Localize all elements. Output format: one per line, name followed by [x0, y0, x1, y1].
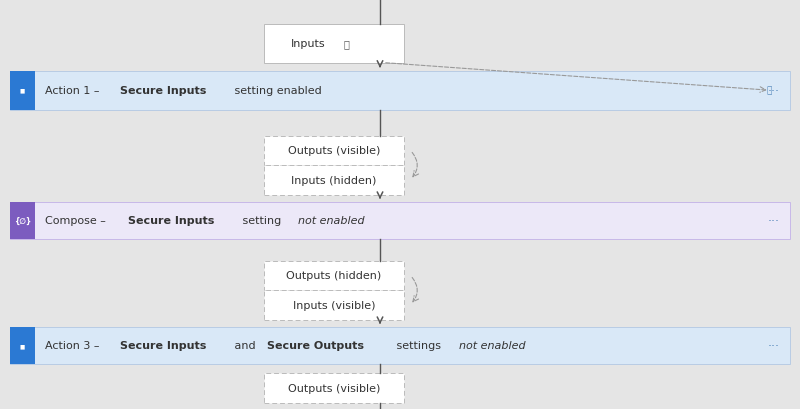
Text: Inputs (hidden): Inputs (hidden)	[291, 175, 377, 185]
Text: Secure Inputs: Secure Inputs	[120, 86, 206, 96]
Text: Compose –: Compose –	[45, 216, 109, 226]
Text: Action 1 –: Action 1 –	[45, 86, 102, 96]
FancyBboxPatch shape	[264, 290, 404, 320]
Text: ■: ■	[20, 343, 25, 348]
Text: and: and	[231, 341, 259, 351]
Text: Outputs (visible): Outputs (visible)	[288, 146, 380, 156]
Text: Inputs: Inputs	[291, 39, 326, 49]
FancyBboxPatch shape	[10, 72, 790, 110]
Text: Secure Outputs: Secure Outputs	[267, 341, 364, 351]
FancyBboxPatch shape	[10, 202, 35, 239]
FancyBboxPatch shape	[264, 166, 404, 195]
Text: settings: settings	[393, 341, 444, 351]
FancyBboxPatch shape	[264, 136, 404, 166]
Text: {∅}: {∅}	[14, 216, 31, 225]
FancyBboxPatch shape	[10, 327, 35, 364]
FancyBboxPatch shape	[264, 373, 404, 403]
FancyBboxPatch shape	[264, 25, 404, 63]
Text: not enabled: not enabled	[459, 341, 526, 351]
Text: setting enabled: setting enabled	[231, 86, 322, 96]
Text: Outputs (hidden): Outputs (hidden)	[286, 271, 382, 281]
FancyBboxPatch shape	[10, 72, 35, 110]
FancyBboxPatch shape	[10, 327, 790, 364]
Text: setting: setting	[239, 216, 285, 226]
Text: Secure Inputs: Secure Inputs	[128, 216, 214, 226]
FancyBboxPatch shape	[264, 261, 404, 290]
Text: Secure Inputs: Secure Inputs	[120, 341, 206, 351]
Text: ···: ···	[768, 214, 780, 227]
Text: not enabled: not enabled	[298, 216, 365, 226]
Text: ■: ■	[20, 88, 25, 94]
Text: 🔒: 🔒	[767, 87, 772, 95]
Text: Outputs (visible): Outputs (visible)	[288, 383, 380, 393]
Text: Inputs (visible): Inputs (visible)	[293, 300, 375, 310]
Text: ···: ···	[768, 339, 780, 352]
FancyBboxPatch shape	[10, 202, 790, 239]
Text: 🔒: 🔒	[343, 39, 349, 49]
Text: ···: ···	[768, 85, 780, 97]
Text: Action 3 –: Action 3 –	[45, 341, 102, 351]
